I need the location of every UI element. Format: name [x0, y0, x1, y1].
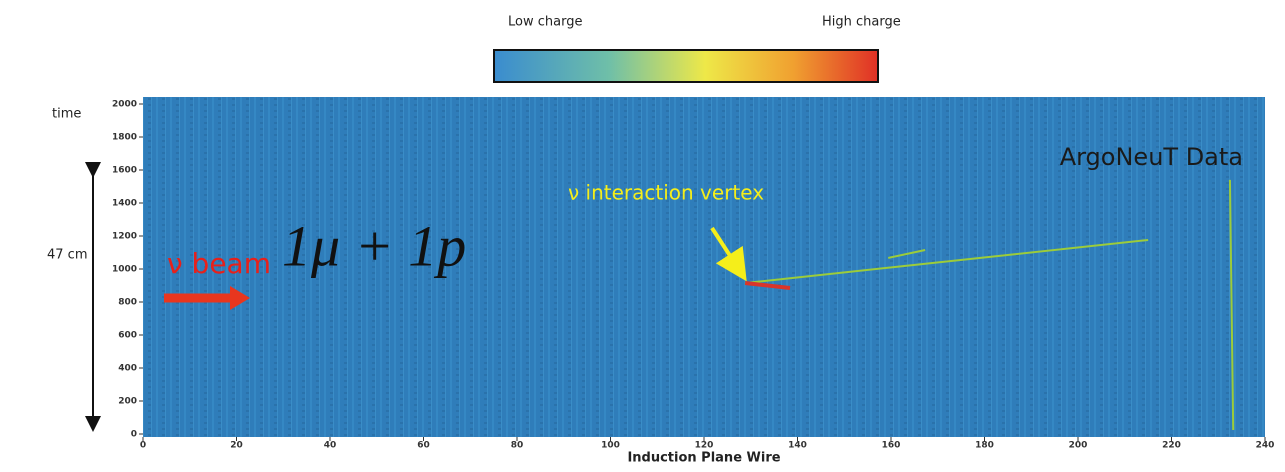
x-tick-label: 0 [140, 441, 146, 451]
track [745, 238, 1149, 285]
event-label: 1μ + 1p [282, 213, 466, 278]
y-tick-label: 1400 [112, 199, 137, 209]
x-tick-label: 180 [975, 441, 994, 451]
y-tick-label: 1200 [112, 232, 137, 242]
plot-area [143, 97, 1265, 437]
y-label: time [52, 107, 81, 122]
x-tick-label: 60 [417, 441, 430, 451]
beam-label: ν beam [167, 247, 271, 280]
track [887, 249, 926, 259]
colorbar-low: Low charge [508, 15, 582, 30]
vertex-label: ν interaction vertex [568, 181, 764, 205]
x-tick-label: 140 [788, 441, 807, 451]
scale-label: 47 cm [47, 248, 88, 263]
y-tick-label: 200 [118, 397, 137, 407]
colorbar [493, 49, 879, 83]
y-tick-label: 1800 [112, 133, 137, 143]
y-tick-label: 1000 [112, 265, 137, 275]
y-tick-label: 2000 [112, 100, 137, 110]
x-tick-label: 20 [230, 441, 243, 451]
colorbar-high: High charge [822, 15, 901, 30]
x-tick-label: 100 [601, 441, 620, 451]
data-label: ArgoNeuT Data [1060, 143, 1243, 171]
x-tick-label: 120 [695, 441, 714, 451]
x-tick-label: 220 [1162, 441, 1181, 451]
y-tick-label: 800 [118, 298, 137, 308]
x-tick-label: 80 [511, 441, 524, 451]
vertex-arrow [710, 226, 747, 282]
y-tick-label: 0 [131, 430, 137, 440]
x-tick-label: 200 [1069, 441, 1088, 451]
y-tick-label: 600 [118, 331, 137, 341]
y-tick-label: 400 [118, 364, 137, 374]
beam-arrow-head [230, 286, 250, 310]
x-tick-label: 40 [324, 441, 337, 451]
track [1228, 179, 1235, 431]
track [744, 281, 791, 290]
x-label: Induction Plane Wire [627, 451, 780, 466]
y-tick-label: 1600 [112, 166, 137, 176]
x-tick-label: 240 [1256, 441, 1275, 451]
x-tick-label: 160 [882, 441, 901, 451]
